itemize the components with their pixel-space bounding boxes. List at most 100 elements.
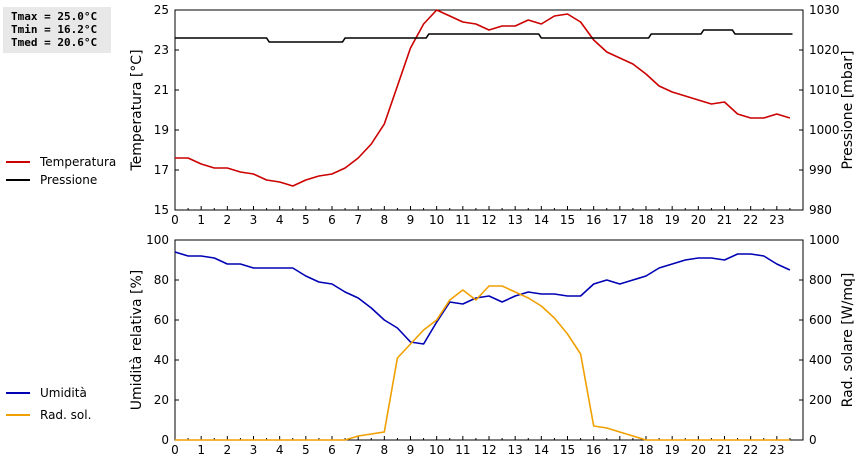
stat-tmax: Tmax = 25.0°C bbox=[11, 10, 98, 23]
x-tick-label-top: 11 bbox=[455, 213, 470, 227]
x-tick-label-bottom: 23 bbox=[769, 443, 784, 457]
x-tick-label-top: 1 bbox=[197, 213, 205, 227]
x-tick-label-bottom: 1 bbox=[197, 443, 205, 457]
x-tick-label-bottom: 8 bbox=[381, 443, 389, 457]
x-tick-label-bottom: 4 bbox=[276, 443, 284, 457]
x-tick-label-bottom: 10 bbox=[429, 443, 444, 457]
y2-tick-label-bottom: 400 bbox=[809, 353, 832, 367]
y-tick-label-top: 25 bbox=[154, 3, 169, 17]
x-tick-label-top: 6 bbox=[328, 213, 336, 227]
x-tick-label-top: 22 bbox=[743, 213, 758, 227]
legend-item-pressure: Pressione bbox=[6, 171, 116, 189]
x-tick-label-top: 19 bbox=[665, 213, 680, 227]
x-tick-label-bottom: 7 bbox=[354, 443, 362, 457]
y-tick-label-bottom: 0 bbox=[161, 433, 169, 447]
x-tick-label-bottom: 14 bbox=[534, 443, 549, 457]
x-tick-label-top: 0 bbox=[171, 213, 179, 227]
x-tick-label-bottom: 21 bbox=[717, 443, 732, 457]
y-tick-label-top: 23 bbox=[154, 43, 169, 57]
x-tick-label-bottom: 17 bbox=[612, 443, 627, 457]
x-tick-label-bottom: 5 bbox=[302, 443, 310, 457]
x-tick-label-bottom: 16 bbox=[586, 443, 601, 457]
x-tick-label-top: 20 bbox=[691, 213, 706, 227]
x-tick-label-top: 8 bbox=[381, 213, 389, 227]
x-tick-label-top: 15 bbox=[560, 213, 575, 227]
x-tick-label-bottom: 19 bbox=[665, 443, 680, 457]
x-tick-label-top: 14 bbox=[534, 213, 549, 227]
legend-item-radiation: Rad. sol. bbox=[6, 406, 91, 424]
x-tick-label-top: 12 bbox=[481, 213, 496, 227]
y2-tick-label-top: 990 bbox=[809, 163, 832, 177]
x-tick-label-top: 13 bbox=[508, 213, 523, 227]
x-tick-label-bottom: 0 bbox=[171, 443, 179, 457]
plot-frame-top bbox=[174, 9, 804, 211]
legend-label-temperature: Temperatura bbox=[40, 155, 117, 169]
y2-tick-label-top: 980 bbox=[809, 203, 832, 217]
y2-axis-label-bottom: Rad. solare [W/mq] bbox=[840, 273, 856, 408]
series-line-rad-sol bbox=[175, 285, 790, 441]
legend-swatch-humidity bbox=[6, 392, 30, 394]
y-tick-label-bottom: 80 bbox=[154, 273, 169, 287]
x-tick-label-bottom: 13 bbox=[508, 443, 523, 457]
legend-swatch-pressure bbox=[6, 179, 30, 181]
series-line-umidit bbox=[174, 251, 791, 345]
x-tick-label-top: 9 bbox=[407, 213, 415, 227]
x-tick-label-bottom: 2 bbox=[224, 443, 232, 457]
x-tick-label-top: 23 bbox=[769, 213, 784, 227]
y2-tick-label-top: 1000 bbox=[809, 123, 840, 137]
y2-tick-label-bottom: 600 bbox=[809, 313, 832, 327]
y-tick-label-bottom: 20 bbox=[154, 393, 169, 407]
legend-label-pressure: Pressione bbox=[40, 173, 98, 187]
x-tick-label-bottom: 22 bbox=[743, 443, 758, 457]
x-tick-label-top: 10 bbox=[429, 213, 444, 227]
legend-swatch-radiation bbox=[6, 414, 30, 416]
x-tick-label-top: 16 bbox=[586, 213, 601, 227]
legend-label-humidity: Umidità bbox=[40, 386, 87, 400]
plot-frame-bottom bbox=[174, 239, 804, 441]
legend-item-humidity: Umidità bbox=[6, 384, 91, 402]
legend-label-radiation: Rad. sol. bbox=[40, 408, 92, 422]
x-tick-label-top: 3 bbox=[250, 213, 258, 227]
y-tick-label-bottom: 40 bbox=[154, 353, 169, 367]
y2-tick-label-top: 1010 bbox=[809, 83, 840, 97]
x-tick-label-bottom: 6 bbox=[328, 443, 336, 457]
y2-tick-label-top: 1020 bbox=[809, 43, 840, 57]
x-tick-label-bottom: 9 bbox=[407, 443, 415, 457]
x-tick-label-top: 18 bbox=[638, 213, 653, 227]
x-tick-label-bottom: 20 bbox=[691, 443, 706, 457]
y2-tick-label-bottom: 800 bbox=[809, 273, 832, 287]
y-axis-label-bottom: Umidità relativa [%] bbox=[129, 270, 145, 411]
x-tick-label-bottom: 18 bbox=[638, 443, 653, 457]
stat-tmin: Tmin = 16.2°C bbox=[11, 23, 98, 36]
y2-tick-label-bottom: 200 bbox=[809, 393, 832, 407]
x-tick-label-top: 21 bbox=[717, 213, 732, 227]
legend-swatch-temperature bbox=[6, 161, 30, 163]
y-tick-label-top: 15 bbox=[154, 203, 169, 217]
x-tick-label-bottom: 3 bbox=[250, 443, 258, 457]
legend-item-temperature: Temperatura bbox=[6, 153, 116, 171]
y2-tick-label-top: 1030 bbox=[809, 3, 840, 17]
x-tick-label-top: 5 bbox=[302, 213, 310, 227]
y2-axis-label-top: Pressione [mbar] bbox=[840, 50, 856, 169]
x-tick-label-top: 7 bbox=[354, 213, 362, 227]
y2-tick-label-bottom: 0 bbox=[809, 433, 817, 447]
y-tick-label-top: 21 bbox=[154, 83, 169, 97]
stats-box: Tmax = 25.0°C Tmin = 16.2°C Tmed = 20.6°… bbox=[3, 7, 111, 53]
y-axis-label-top: Temperatura [°C] bbox=[129, 49, 145, 171]
series-line-pressione bbox=[175, 29, 793, 43]
y-tick-label-bottom: 60 bbox=[154, 313, 169, 327]
y-tick-label-top: 17 bbox=[154, 163, 169, 177]
series-line-temperatura bbox=[175, 9, 791, 187]
y2-tick-label-bottom: 1000 bbox=[809, 233, 840, 247]
x-tick-label-bottom: 11 bbox=[455, 443, 470, 457]
y-tick-label-top: 19 bbox=[154, 123, 169, 137]
y-tick-label-bottom: 100 bbox=[146, 233, 169, 247]
legend-top: Temperatura Pressione bbox=[6, 153, 116, 189]
stat-tmed: Tmed = 20.6°C bbox=[11, 36, 98, 49]
x-tick-label-bottom: 15 bbox=[560, 443, 575, 457]
x-tick-label-top: 17 bbox=[612, 213, 627, 227]
x-tick-label-top: 4 bbox=[276, 213, 284, 227]
x-tick-label-bottom: 12 bbox=[481, 443, 496, 457]
x-tick-label-top: 2 bbox=[224, 213, 232, 227]
